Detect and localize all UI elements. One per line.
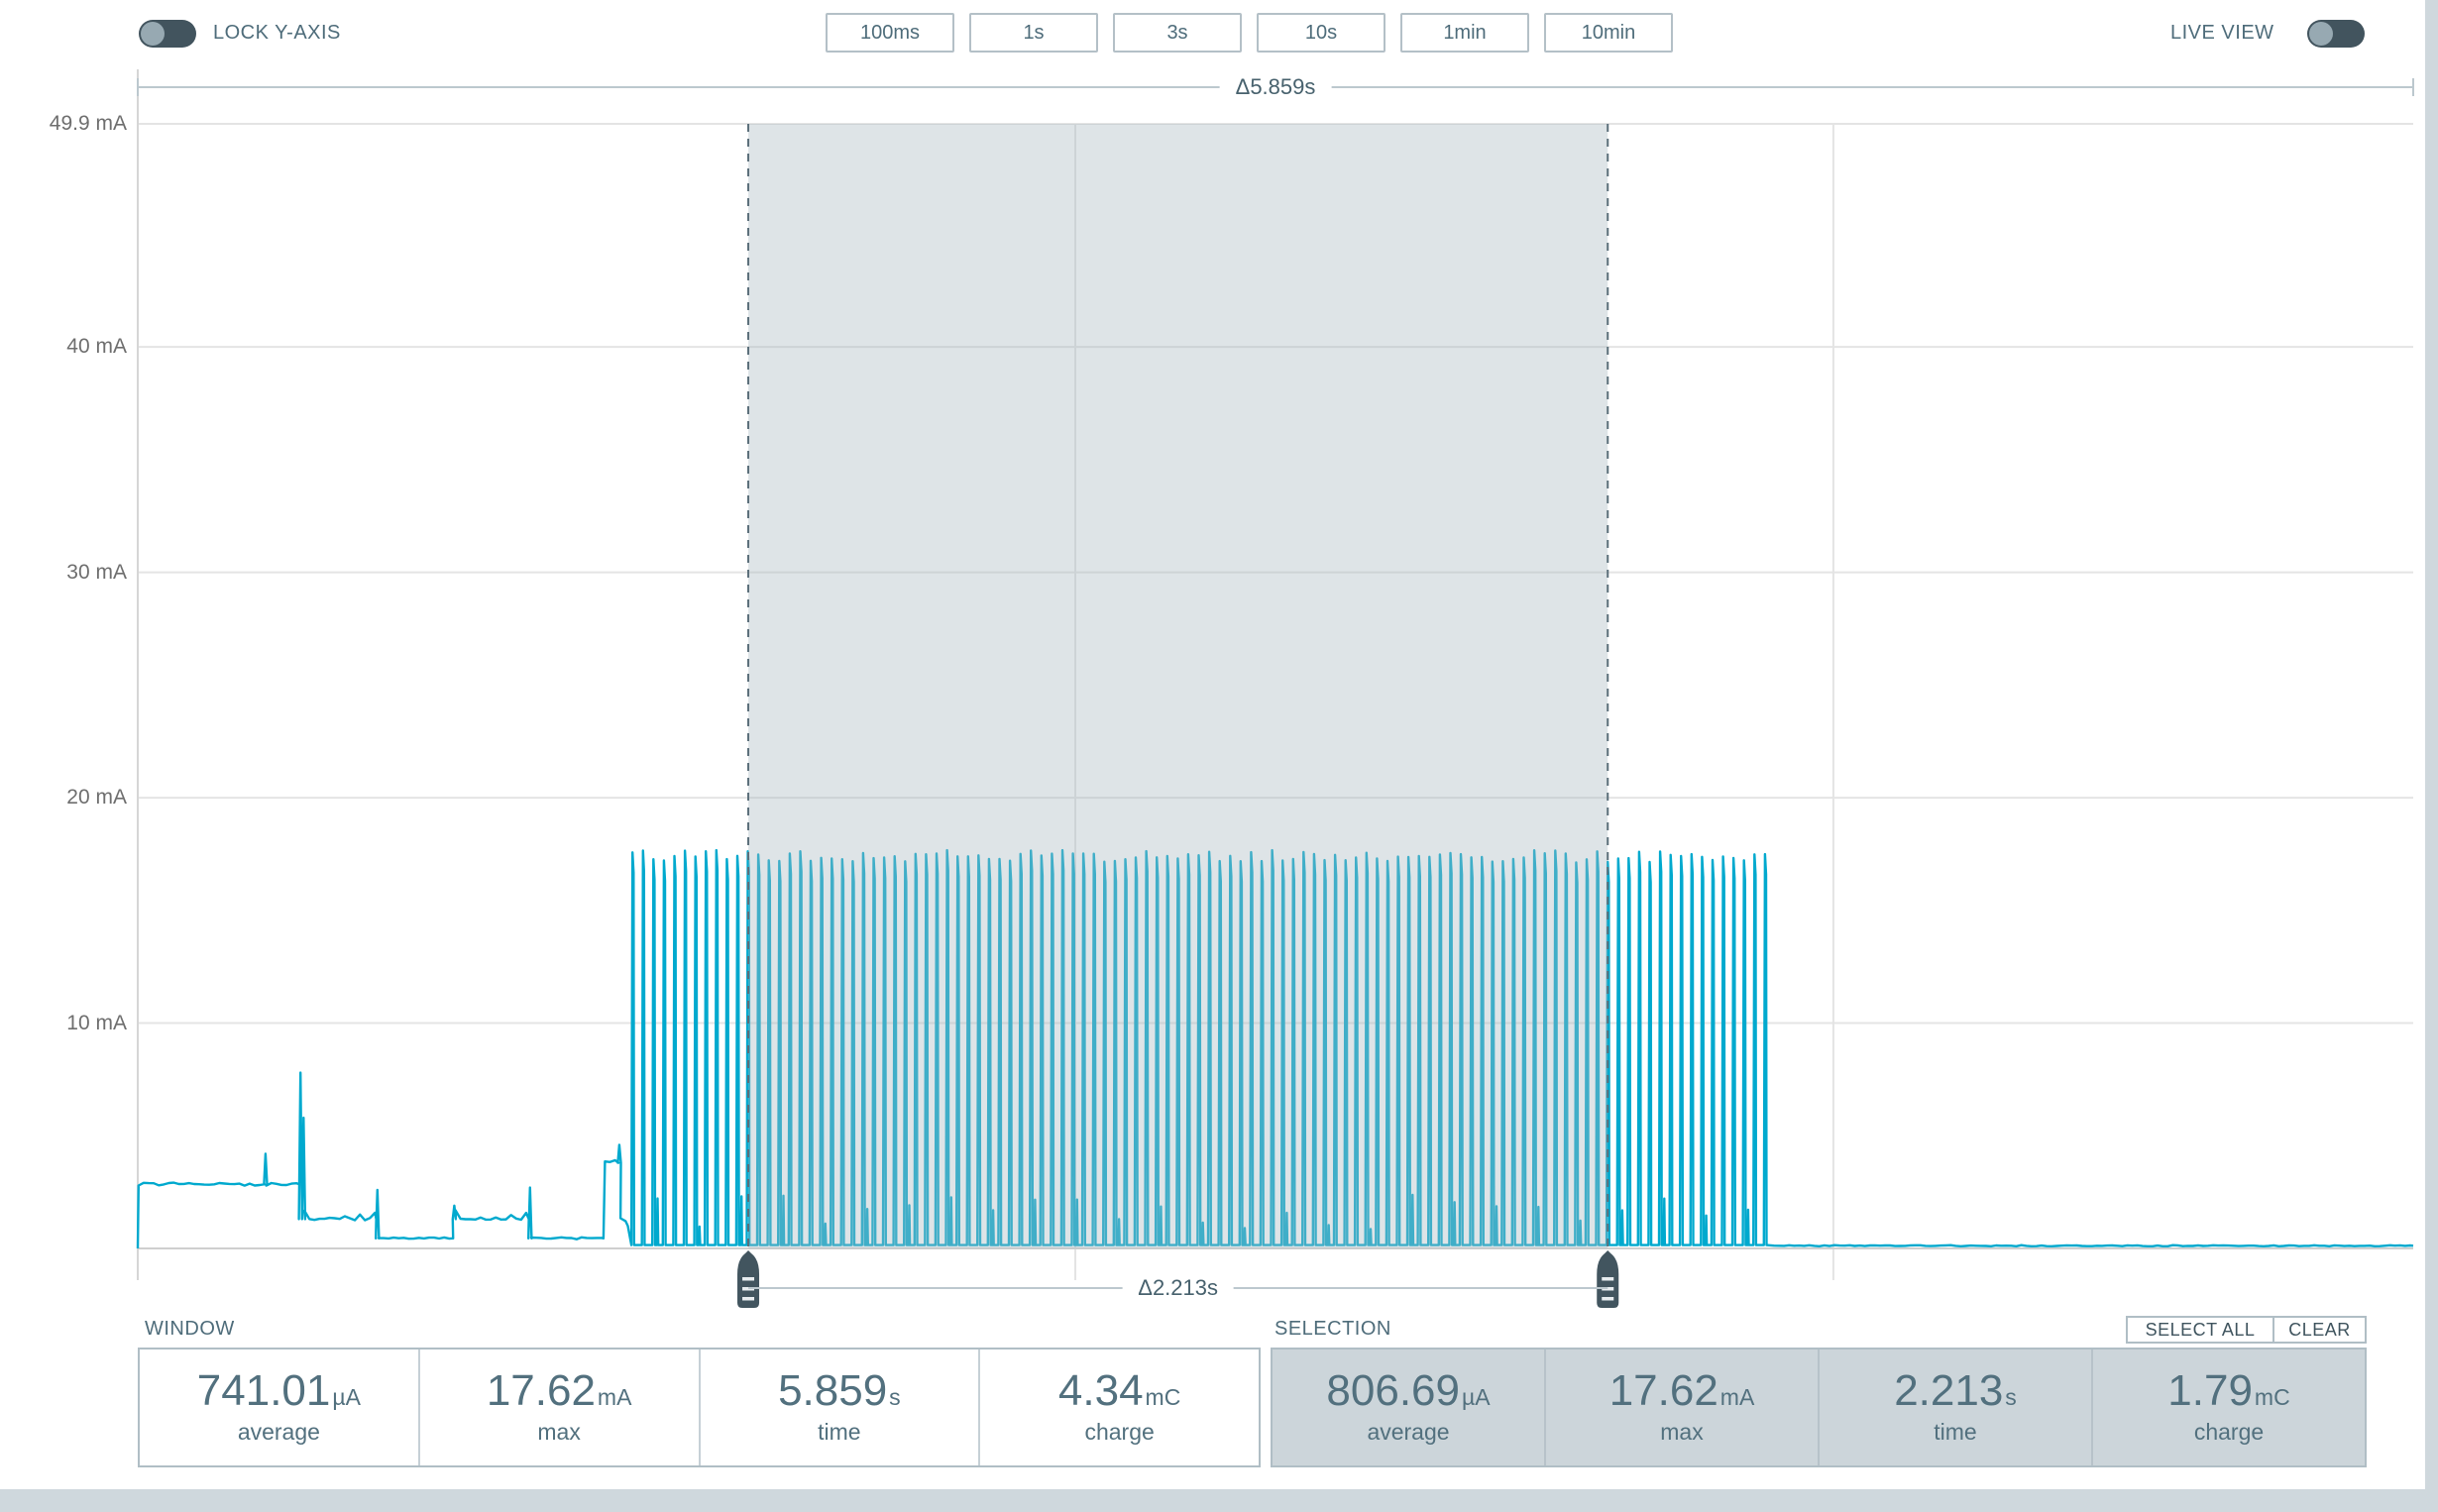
stat-caption: time [1934,1419,1977,1445]
stat-cell-charge: 4.34 mC charge [978,1350,1259,1465]
stat-unit: mC [2254,1384,2290,1410]
stat-unit: mA [597,1384,632,1410]
y-tick-label: 40 mA [66,335,127,359]
vertical-scrollbar[interactable] [2425,0,2438,1489]
stat-cell-average: 806.69 µA average [1273,1350,1544,1465]
stat-unit: µA [332,1384,361,1410]
stat-cell-average: 741.01 µA average [140,1350,418,1465]
range-button-3s[interactable]: 3s [1113,13,1242,53]
stat-value: 17.62 mA [487,1369,632,1413]
selection-region[interactable] [748,124,1608,1248]
selection-stats-panel: 806.69 µA average 17.62 mA max 2.213 s time 1.79 m… [1271,1348,2367,1467]
stat-caption: time [818,1419,861,1445]
stat-caption: charge [1084,1419,1155,1445]
select-all-button[interactable]: SELECT ALL [2126,1316,2274,1344]
clear-button[interactable]: CLEAR [2272,1316,2367,1344]
handle-grip-line [1602,1277,1614,1281]
stat-cell-time: 5.859 s time [698,1350,979,1465]
stat-number: 17.62 [1608,1366,1718,1415]
stat-unit: mA [1719,1384,1755,1410]
range-button-1min[interactable]: 1min [1400,13,1529,53]
footer-bar [0,1489,2438,1512]
time-range-button-group: 100ms 1s 3s 10s 1min 10min [826,13,1673,53]
selection-actions: SELECT ALL CLEAR [2126,1316,2367,1344]
stat-value: 741.01 µA [197,1369,361,1413]
lock-y-axis-label: LOCK Y-AXIS [213,22,341,44]
stat-caption: average [1367,1419,1450,1445]
stat-cell-max: 17.62 mA max [417,1350,699,1465]
stat-value: 806.69 µA [1326,1369,1490,1413]
stat-unit: s [889,1384,901,1410]
y-tick-label: 10 mA [66,1011,127,1034]
y-tick-label: 30 mA [66,560,127,584]
selection-delta-label: Δ2.213s [1122,1273,1234,1303]
stat-number: 2.213 [1894,1366,2004,1415]
toggle-knob-icon [2309,22,2333,46]
range-button-10s[interactable]: 10s [1257,13,1385,53]
stat-cell-charge: 1.79 mC charge [2091,1350,2365,1465]
toggle-knob-icon [141,22,165,46]
stat-value: 17.62 mA [1609,1369,1755,1413]
stat-value: 4.34 mC [1058,1369,1180,1413]
stat-number: 806.69 [1326,1366,1460,1415]
stat-number: 17.62 [486,1366,596,1415]
window-stats-panel: 741.01 µA average 17.62 mA max 5.859 s time 4.34 m… [138,1348,1261,1467]
stat-caption: average [237,1419,320,1445]
window-panel-title: WINDOW [145,1318,235,1340]
range-button-1s[interactable]: 1s [969,13,1098,53]
current-waveform [136,848,2414,1249]
stat-unit: µA [1461,1384,1491,1410]
y-tick-label: 20 mA [66,786,127,810]
live-view-toggle[interactable] [2307,20,2365,48]
stat-cell-time: 2.213 s time [1818,1350,2091,1465]
stat-value: 2.213 s [1894,1369,2017,1413]
range-button-10min[interactable]: 10min [1544,13,1673,53]
y-tick-label: 49.9 mA [49,112,127,135]
window-delta-label: Δ5.859s [1219,72,1332,102]
selection-panel-title: SELECTION [1274,1318,1391,1340]
stat-unit: s [2005,1384,2017,1410]
stat-number: 1.79 [2167,1366,2253,1415]
handle-grip-line [1602,1297,1614,1301]
handle-grip-line [742,1297,755,1301]
stat-caption: max [1660,1419,1704,1445]
stat-caption: max [537,1419,581,1445]
stat-unit: mC [1145,1384,1181,1410]
live-view-label: LIVE VIEW [2170,22,2274,44]
stat-value: 5.859 s [778,1369,901,1413]
handle-grip-line [742,1277,755,1281]
stat-number: 5.859 [778,1366,888,1415]
stat-number: 741.01 [196,1366,331,1415]
stat-caption: charge [2193,1419,2265,1445]
range-button-100ms[interactable]: 100ms [826,13,954,53]
lock-y-axis-toggle[interactable] [139,20,196,48]
stat-cell-max: 17.62 mA max [1544,1350,1818,1465]
stat-number: 4.34 [1057,1366,1144,1415]
stat-value: 1.79 mC [2167,1369,2289,1413]
